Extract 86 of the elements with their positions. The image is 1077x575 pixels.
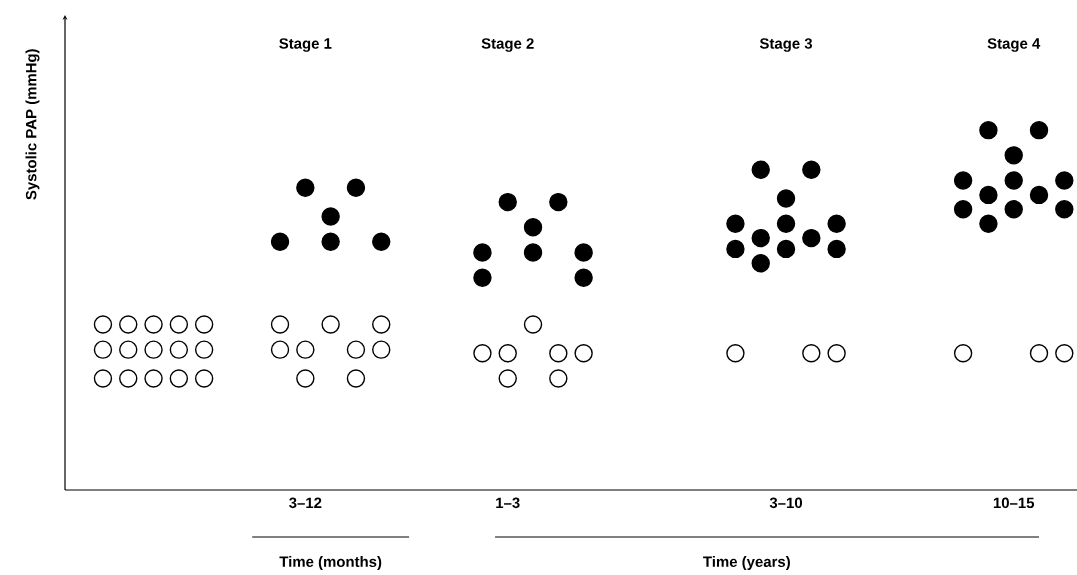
point xyxy=(549,192,568,212)
point xyxy=(372,232,391,251)
point xyxy=(953,200,973,219)
text: Time (months) xyxy=(279,556,382,570)
point xyxy=(827,239,846,259)
point xyxy=(574,243,593,262)
point xyxy=(169,369,189,388)
point xyxy=(93,340,113,359)
point xyxy=(1055,200,1074,219)
point xyxy=(321,207,340,226)
point xyxy=(346,340,366,359)
point xyxy=(953,171,973,190)
point xyxy=(979,214,998,233)
point xyxy=(119,340,138,359)
point xyxy=(498,369,517,388)
point xyxy=(498,192,517,212)
point xyxy=(321,232,340,251)
point xyxy=(751,160,770,179)
point xyxy=(776,189,796,208)
text: Stage 1 xyxy=(279,38,332,52)
point xyxy=(953,344,973,363)
point xyxy=(1029,120,1049,140)
point xyxy=(169,315,189,334)
point xyxy=(802,228,821,248)
point xyxy=(776,239,796,259)
point xyxy=(93,369,113,388)
text: Time (years) xyxy=(703,556,790,570)
point xyxy=(372,340,391,359)
text: Stage 2 xyxy=(481,38,534,52)
point xyxy=(144,315,163,334)
y-axis-title: Systolic PAP (mmHg) xyxy=(25,49,40,200)
point xyxy=(523,315,543,334)
point xyxy=(827,214,846,233)
point xyxy=(346,369,366,388)
point xyxy=(498,344,517,363)
point xyxy=(1004,146,1023,165)
point xyxy=(523,243,543,262)
point xyxy=(1004,200,1023,219)
point xyxy=(93,315,113,334)
point xyxy=(726,344,745,363)
point xyxy=(1055,171,1074,190)
point xyxy=(1029,185,1049,205)
point xyxy=(144,369,163,388)
point xyxy=(119,369,138,388)
point xyxy=(574,268,593,287)
point xyxy=(372,315,391,334)
point xyxy=(296,340,315,359)
point xyxy=(751,228,770,248)
point xyxy=(1055,344,1074,363)
point xyxy=(979,120,998,140)
point xyxy=(194,340,214,359)
point xyxy=(473,243,492,262)
x-tick-label: 1–3 xyxy=(496,497,520,509)
point xyxy=(776,214,796,233)
point xyxy=(549,369,568,388)
point xyxy=(270,232,290,251)
point xyxy=(523,218,543,237)
point xyxy=(979,185,998,205)
point xyxy=(574,344,593,363)
point xyxy=(751,254,770,273)
text: Stage 4 xyxy=(987,38,1041,52)
point xyxy=(473,268,492,287)
point xyxy=(321,315,340,334)
point xyxy=(726,214,745,233)
point xyxy=(1004,171,1023,190)
point xyxy=(270,340,290,359)
point xyxy=(296,178,315,197)
x-tick-label: 3–10 xyxy=(769,497,803,509)
point xyxy=(270,315,290,334)
point xyxy=(346,178,366,197)
point xyxy=(549,344,568,363)
x-tick-label: 10–15 xyxy=(993,497,1035,509)
x-tick-label: 3–12 xyxy=(289,497,322,509)
point xyxy=(827,344,846,363)
point xyxy=(169,340,189,359)
point xyxy=(726,239,745,259)
point xyxy=(119,315,138,334)
point xyxy=(296,369,315,388)
point xyxy=(473,344,492,363)
point xyxy=(1029,344,1049,363)
text: Stage 3 xyxy=(759,38,813,52)
point xyxy=(802,160,821,179)
point xyxy=(144,340,163,359)
point xyxy=(802,344,821,363)
point xyxy=(194,369,214,388)
point xyxy=(194,315,214,334)
